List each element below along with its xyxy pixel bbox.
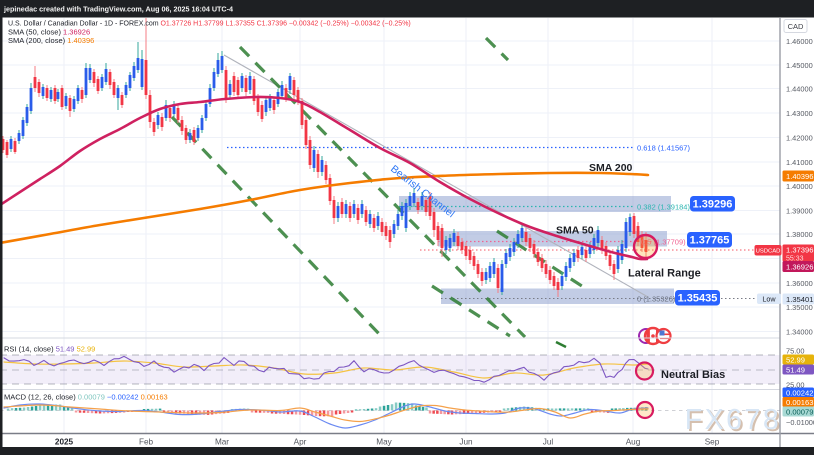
svg-text:1.41000: 1.41000 [786, 158, 813, 167]
svg-text:25.00: 25.00 [786, 381, 805, 390]
svg-text:FX678: FX678 [685, 404, 781, 436]
svg-text:1.37396: 1.37396 [786, 246, 813, 255]
svg-text:1.39000: 1.39000 [786, 207, 813, 216]
svg-text:1.37765: 1.37765 [690, 235, 730, 247]
svg-text:1.40396: 1.40396 [786, 172, 813, 181]
svg-text:1.44000: 1.44000 [786, 85, 813, 94]
svg-text:1.36000: 1.36000 [786, 279, 813, 288]
svg-text:Lateral Range: Lateral Range [628, 268, 701, 280]
svg-text:1.36926: 1.36926 [786, 263, 813, 272]
svg-text:MACD (12, 26, close) 0.00079 −: MACD (12, 26, close) 0.00079 −0.00242 0.… [4, 393, 168, 402]
svg-text:1.39296: 1.39296 [693, 199, 733, 211]
svg-text:75.00: 75.00 [786, 347, 805, 356]
svg-text:0.618 (1.41567): 0.618 (1.41567) [637, 144, 690, 153]
svg-text:Apr: Apr [294, 438, 307, 447]
svg-text:55:33: 55:33 [786, 256, 804, 263]
svg-text:2025: 2025 [55, 438, 74, 447]
svg-text:SMA 50: SMA 50 [556, 225, 594, 237]
svg-text:1.35435: 1.35435 [678, 293, 718, 305]
svg-text:U.S. Dollar / Canadian Dollar: U.S. Dollar / Canadian Dollar - 1D - FOR… [8, 21, 411, 28]
svg-text:0.382 (1.39184): 0.382 (1.39184) [637, 203, 690, 212]
svg-text:SMA (200, close) 1.40396: SMA (200, close) 1.40396 [8, 36, 94, 45]
svg-text:jepinedac created with Trading: jepinedac created with TradingView.com, … [3, 5, 233, 14]
svg-text:0.00079: 0.00079 [786, 408, 813, 417]
svg-text:1.42000: 1.42000 [786, 134, 813, 143]
svg-text:SMA (50, close) 1.36926: SMA (50, close) 1.36926 [8, 28, 90, 37]
svg-text:May: May [376, 438, 392, 447]
svg-text:−0.01000: −0.01000 [786, 418, 814, 427]
svg-text:0.5 (1.37709): 0.5 (1.37709) [641, 238, 686, 247]
svg-text:Sep: Sep [705, 438, 720, 447]
svg-text:0.00163: 0.00163 [786, 398, 813, 407]
svg-text:Low: Low [762, 294, 776, 303]
svg-text:51.49: 51.49 [786, 366, 805, 375]
svg-text:Neutral Bias: Neutral Bias [661, 369, 725, 381]
svg-text:0 (1.35326): 0 (1.35326) [637, 295, 676, 304]
svg-text:0.00242: 0.00242 [786, 389, 813, 398]
svg-text:1.45000: 1.45000 [786, 61, 813, 70]
svg-text:Feb: Feb [139, 438, 154, 447]
svg-text:Mar: Mar [215, 438, 229, 447]
svg-text:1.35000: 1.35000 [786, 303, 813, 312]
svg-text:Jul: Jul [543, 438, 554, 447]
svg-text:1.40000: 1.40000 [786, 182, 813, 191]
svg-text:1.34000: 1.34000 [786, 328, 813, 337]
svg-text:1.35401: 1.35401 [786, 295, 813, 304]
svg-text:USDCAD: USDCAD [756, 249, 781, 255]
svg-text:1.46000: 1.46000 [786, 37, 813, 46]
svg-text:1.43000: 1.43000 [786, 109, 813, 118]
svg-text:FX678: FX678 [687, 406, 783, 438]
svg-text:Jun: Jun [459, 438, 473, 447]
svg-text:CAD: CAD [788, 22, 804, 31]
svg-text:1.38000: 1.38000 [786, 230, 813, 239]
svg-text:52.99: 52.99 [786, 356, 805, 365]
svg-text:SMA 200: SMA 200 [589, 162, 633, 174]
svg-text:Aug: Aug [626, 438, 641, 447]
svg-text:RSI (14, close) 51.49 52.99: RSI (14, close) 51.49 52.99 [4, 345, 95, 354]
